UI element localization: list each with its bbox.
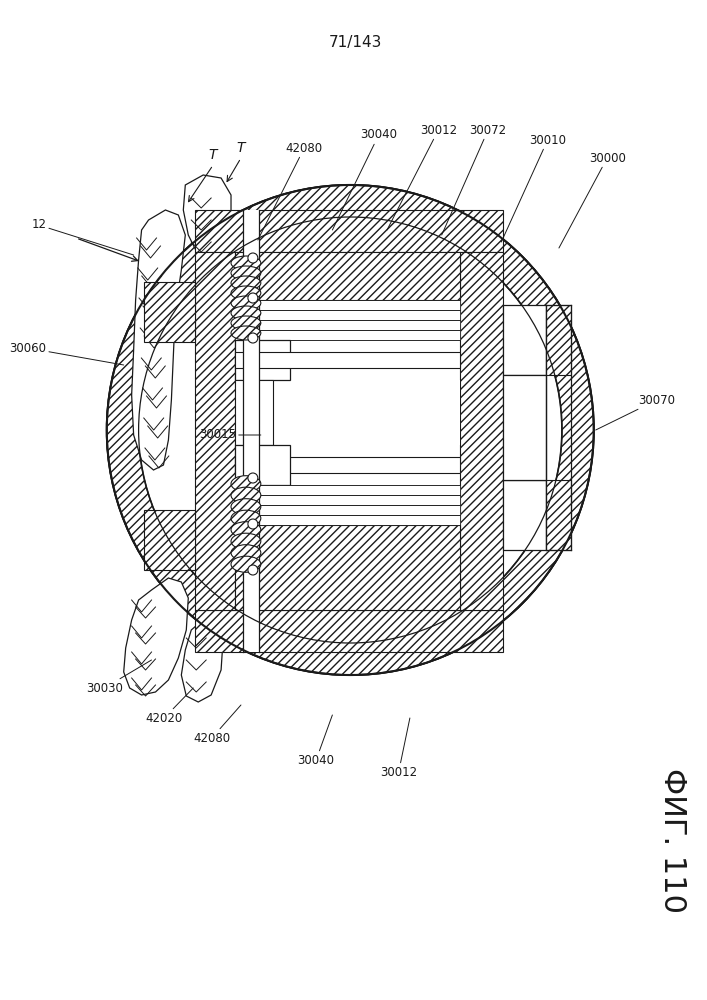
- Text: 30012: 30012: [387, 123, 457, 230]
- Text: T: T: [209, 148, 217, 162]
- Polygon shape: [144, 510, 195, 570]
- Polygon shape: [503, 305, 546, 375]
- Polygon shape: [132, 210, 185, 470]
- Polygon shape: [235, 300, 460, 310]
- Text: 30010: 30010: [501, 133, 566, 242]
- Polygon shape: [460, 252, 503, 610]
- Ellipse shape: [231, 510, 261, 526]
- Ellipse shape: [231, 556, 261, 572]
- Polygon shape: [195, 252, 235, 610]
- Circle shape: [248, 565, 258, 575]
- Ellipse shape: [231, 316, 261, 330]
- Polygon shape: [195, 610, 503, 652]
- Wedge shape: [107, 185, 594, 675]
- Polygon shape: [181, 618, 223, 702]
- Text: 30072: 30072: [442, 123, 507, 235]
- Circle shape: [248, 253, 258, 263]
- Polygon shape: [235, 330, 460, 340]
- Circle shape: [107, 185, 594, 675]
- Text: 12: 12: [31, 219, 134, 255]
- Ellipse shape: [231, 545, 261, 561]
- Text: 30070: 30070: [596, 393, 675, 430]
- Polygon shape: [546, 480, 571, 550]
- Ellipse shape: [231, 326, 261, 340]
- Text: 30015: 30015: [199, 428, 261, 442]
- Ellipse shape: [231, 533, 261, 549]
- Ellipse shape: [231, 476, 261, 492]
- Ellipse shape: [231, 286, 261, 300]
- Polygon shape: [546, 305, 571, 375]
- Polygon shape: [235, 515, 460, 525]
- Text: 30040: 30040: [332, 128, 397, 230]
- Polygon shape: [235, 525, 460, 610]
- Circle shape: [248, 333, 258, 343]
- Polygon shape: [235, 380, 273, 445]
- Ellipse shape: [231, 276, 261, 290]
- Text: 42020: 42020: [146, 688, 193, 724]
- Polygon shape: [124, 578, 188, 695]
- Polygon shape: [235, 340, 290, 380]
- Polygon shape: [235, 320, 460, 330]
- Text: 42080: 42080: [258, 141, 323, 240]
- Polygon shape: [235, 352, 460, 368]
- Polygon shape: [235, 310, 460, 320]
- Ellipse shape: [231, 306, 261, 320]
- Text: 30030: 30030: [86, 660, 151, 694]
- Polygon shape: [235, 380, 460, 445]
- Ellipse shape: [231, 522, 261, 538]
- Text: 30000: 30000: [559, 151, 626, 248]
- Polygon shape: [183, 175, 231, 262]
- Polygon shape: [503, 375, 546, 480]
- Polygon shape: [235, 445, 290, 485]
- Polygon shape: [235, 495, 460, 505]
- Text: T: T: [237, 141, 245, 155]
- Polygon shape: [195, 210, 503, 252]
- Text: 30012: 30012: [380, 718, 417, 778]
- Text: 30040: 30040: [298, 715, 334, 766]
- Text: 71/143: 71/143: [329, 34, 382, 49]
- Polygon shape: [235, 505, 460, 515]
- Circle shape: [248, 473, 258, 483]
- Polygon shape: [235, 252, 460, 300]
- Ellipse shape: [231, 487, 261, 503]
- Polygon shape: [235, 485, 460, 495]
- Polygon shape: [144, 282, 195, 342]
- Polygon shape: [503, 480, 546, 550]
- Text: ФИГ. 110: ФИГ. 110: [658, 768, 686, 912]
- Text: 42080: 42080: [193, 705, 241, 744]
- Polygon shape: [195, 210, 503, 652]
- Ellipse shape: [231, 256, 261, 270]
- Polygon shape: [243, 210, 259, 652]
- Ellipse shape: [231, 499, 261, 515]
- Ellipse shape: [231, 266, 261, 280]
- Circle shape: [248, 519, 258, 529]
- Ellipse shape: [231, 296, 261, 310]
- Circle shape: [248, 293, 258, 303]
- Text: 30060: 30060: [9, 342, 124, 365]
- Polygon shape: [235, 457, 460, 473]
